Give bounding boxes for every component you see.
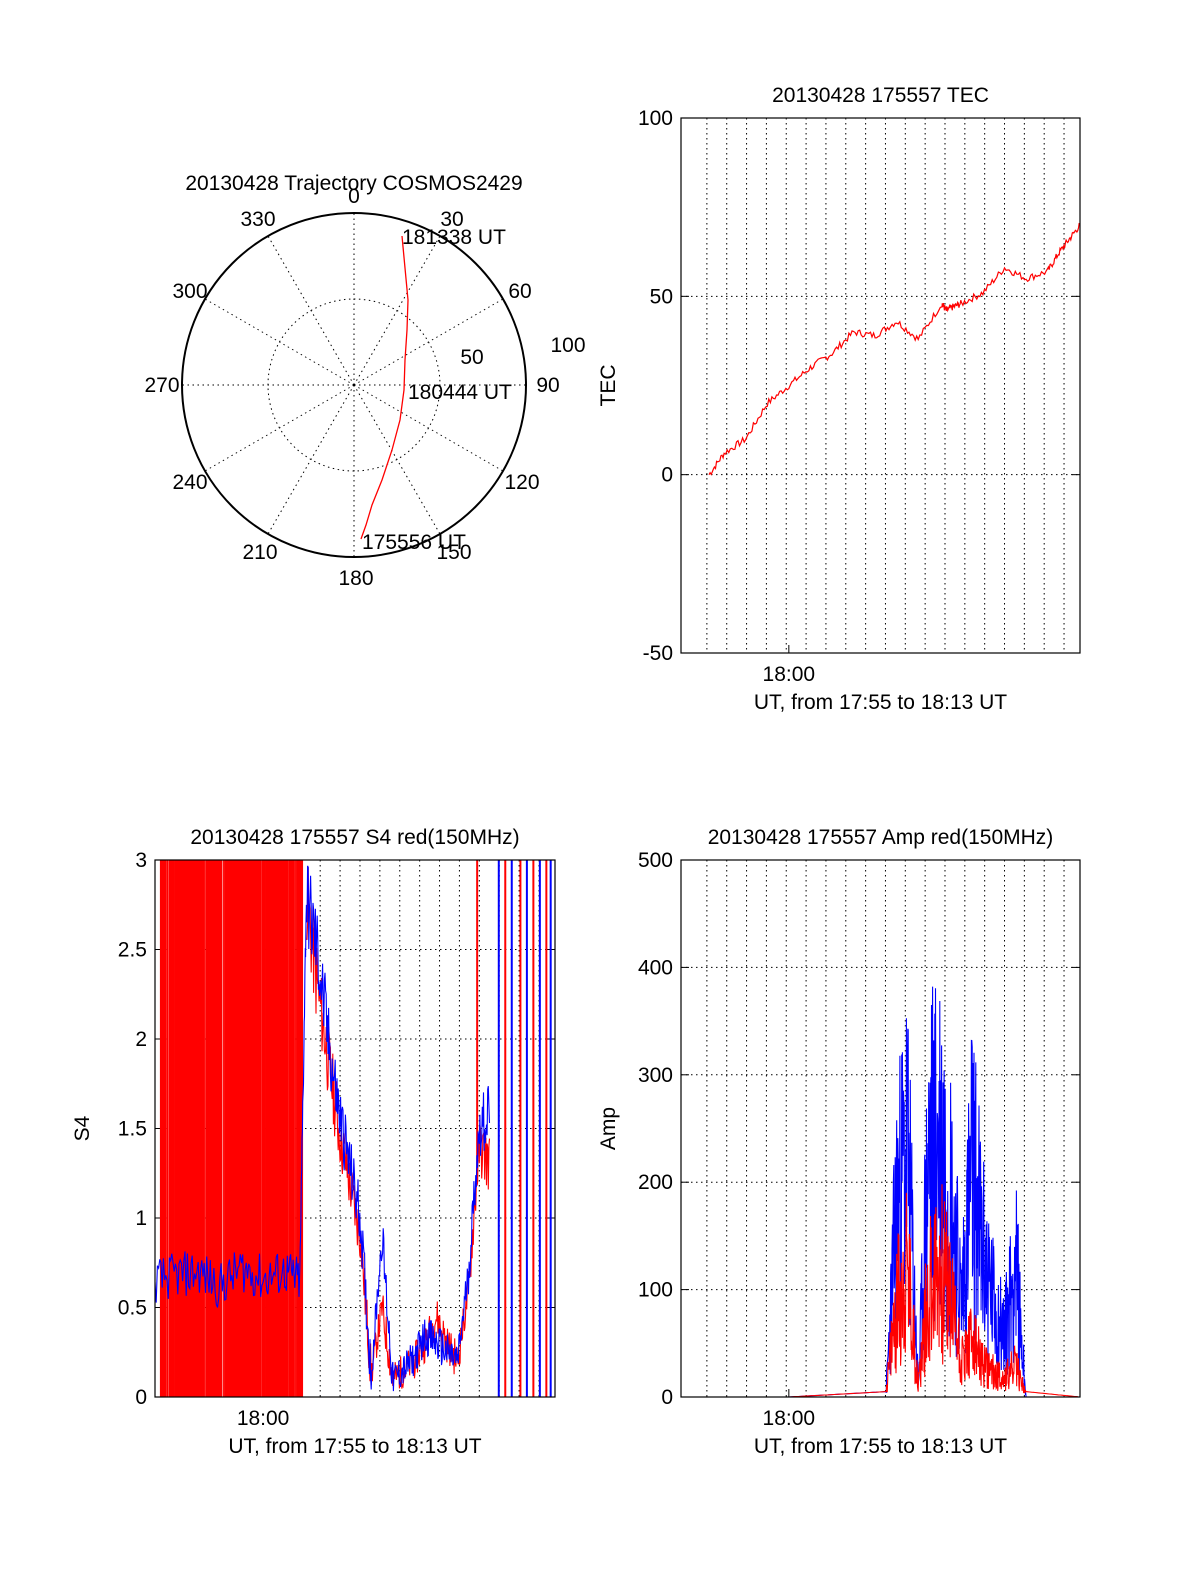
polar-gridline-spoke	[353, 384, 504, 472]
angle-label: 150	[436, 541, 471, 564]
x-axis-label: UT, from 17:55 to 18:13 UT	[228, 1435, 481, 1458]
radial-label: 50	[460, 346, 483, 369]
polar-gridline-spoke	[267, 235, 355, 386]
y-tick-label: 2.5	[118, 939, 147, 962]
x-tick-label: 18:00	[763, 663, 816, 686]
annotation-start-time: 175556 UT	[362, 531, 466, 554]
polar-gridline-spoke	[353, 298, 504, 386]
y-tick-label: 0	[661, 464, 673, 487]
y-tick-label: 100	[638, 1279, 673, 1302]
y-tick-label: 100	[638, 107, 673, 130]
y-tick-label: 400	[638, 956, 673, 979]
plot-frame	[154, 859, 556, 1398]
angle-label: 180	[338, 567, 373, 590]
polar-gridline-spoke	[353, 235, 441, 386]
y-tick-label: -50	[643, 642, 673, 665]
y-tick-label: 0	[661, 1386, 673, 1409]
x-tick-label: 18:00	[237, 1407, 290, 1430]
angle-label: 90	[536, 374, 559, 397]
y-axis-label: Amp	[597, 1107, 620, 1150]
annotation-mid-time: 180444 UT	[408, 381, 512, 404]
y-tick-label: 300	[638, 1064, 673, 1087]
angle-label: 120	[504, 471, 539, 494]
chart-title: 20130428 175557 TEC	[772, 84, 989, 107]
tec-series-line	[708, 222, 1080, 476]
trajectory-line	[360, 235, 409, 540]
x-axis-label: UT, from 17:55 to 18:13 UT	[754, 1435, 1007, 1458]
plot-frame	[680, 117, 1081, 654]
radial-label: 100	[550, 334, 585, 357]
angle-label: 270	[144, 374, 179, 397]
y-tick-label: 0	[135, 1386, 147, 1409]
angle-label: 210	[242, 541, 277, 564]
x-axis-label: UT, from 17:55 to 18:13 UT	[754, 691, 1007, 714]
angle-label: 30	[440, 208, 463, 231]
y-tick-label: 500	[638, 849, 673, 872]
polar-gridline-spoke	[353, 384, 441, 535]
y-tick-label: 1	[135, 1207, 147, 1230]
angle-label: 300	[172, 280, 207, 303]
angle-label: 0	[348, 185, 360, 208]
polar-outer-ring	[181, 212, 527, 558]
angle-label: 60	[508, 280, 531, 303]
y-tick-label: 50	[650, 285, 673, 308]
x-tick-label: 18:00	[763, 1407, 816, 1430]
s4-series-line-red	[305, 867, 491, 1389]
s4-series-group	[155, 860, 552, 1397]
chart-title: 20130428 175557 Amp red(150MHz)	[708, 826, 1054, 849]
y-tick-label: 0.5	[118, 1297, 147, 1320]
y-tick-label: 1.5	[118, 1118, 147, 1141]
y-tick-label: 3	[135, 849, 147, 872]
amp-series-line-blue	[709, 986, 1079, 1398]
y-axis-label: S4	[71, 1115, 94, 1141]
chart-title: 20130428 175557 S4 red(150MHz)	[190, 826, 519, 849]
polar-gridline-spoke	[204, 298, 355, 386]
polar-gridline-spoke	[204, 384, 355, 472]
y-tick-label: 2	[135, 1028, 147, 1051]
amp-series-line-red	[709, 1184, 1079, 1398]
plot-frame	[680, 859, 1081, 1398]
annotation-end-time: 181338 UT	[402, 226, 506, 249]
chart-title: 20130428 Trajectory COSMOS2429	[185, 172, 522, 195]
polar-gridline-spoke	[267, 384, 355, 535]
angle-label: 330	[240, 208, 275, 231]
angle-label: 240	[172, 471, 207, 494]
y-tick-label: 200	[638, 1171, 673, 1194]
s4-series-line-blue	[155, 865, 491, 1392]
y-axis-label: TEC	[597, 365, 620, 407]
